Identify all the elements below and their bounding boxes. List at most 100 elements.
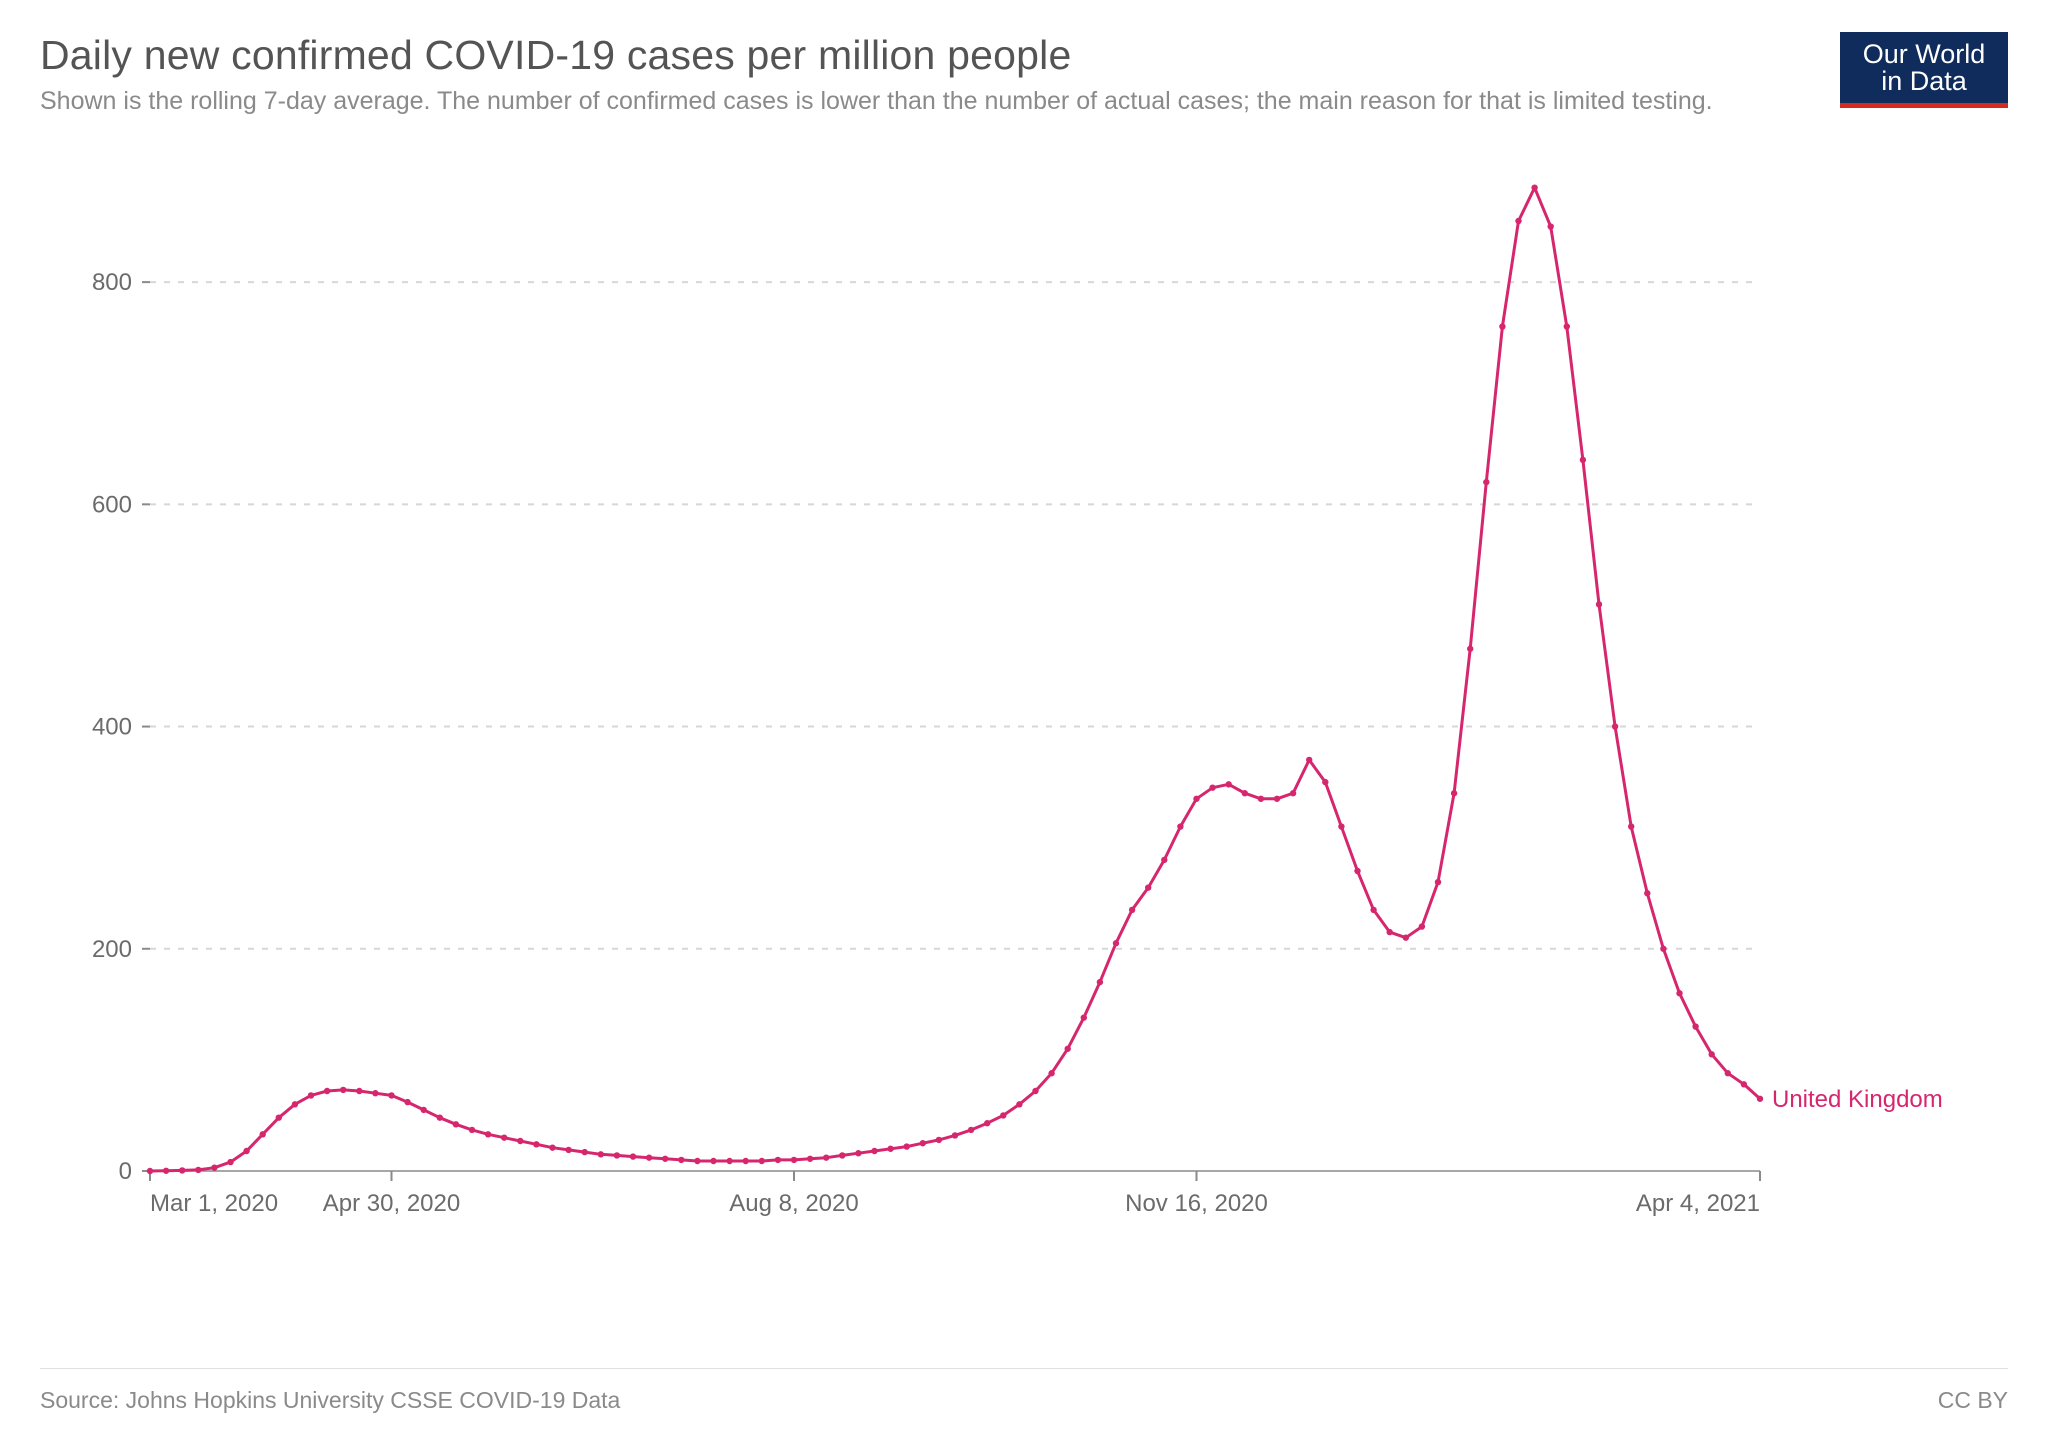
y-tick-label: 400 — [92, 713, 132, 740]
owid-logo: Our World in Data — [1840, 32, 2008, 108]
series-marker — [1161, 856, 1167, 862]
series-marker — [485, 1131, 491, 1137]
series-marker — [453, 1121, 459, 1127]
series-marker — [356, 1088, 362, 1094]
series-marker — [1065, 1045, 1071, 1051]
series-marker — [469, 1126, 475, 1132]
series-marker — [1467, 645, 1473, 651]
series-marker — [1209, 784, 1215, 790]
series-marker — [1258, 795, 1264, 801]
series-marker — [1226, 781, 1232, 787]
series-marker — [1435, 879, 1441, 885]
chart-footer: Source: Johns Hopkins University CSSE CO… — [40, 1368, 2008, 1414]
series-marker — [195, 1166, 201, 1172]
series-marker — [1387, 929, 1393, 935]
series-marker — [1451, 790, 1457, 796]
series-marker — [887, 1145, 893, 1151]
series-marker — [1548, 223, 1554, 229]
series-marker — [1000, 1112, 1006, 1118]
chart-subtitle: Shown is the rolling 7-day average. The … — [40, 85, 1800, 119]
series-marker — [1515, 218, 1521, 224]
series-marker — [791, 1156, 797, 1162]
series-marker — [904, 1143, 910, 1149]
series-marker — [1338, 823, 1344, 829]
series-marker — [533, 1141, 539, 1147]
series-marker — [1725, 1070, 1731, 1076]
series-marker — [163, 1167, 169, 1173]
series-line — [150, 187, 1760, 1170]
series-marker — [421, 1106, 427, 1112]
series-marker — [324, 1088, 330, 1094]
series-marker — [1242, 790, 1248, 796]
series-marker — [952, 1132, 958, 1138]
series-marker — [227, 1159, 233, 1165]
series-marker — [662, 1155, 668, 1161]
series-marker — [260, 1131, 266, 1137]
series-marker — [582, 1149, 588, 1155]
series-marker — [984, 1120, 990, 1126]
series-marker — [292, 1101, 298, 1107]
series-marker — [1306, 756, 1312, 762]
series-marker — [1032, 1088, 1038, 1094]
series-marker — [1177, 823, 1183, 829]
logo-line1: Our World — [1863, 41, 1986, 68]
series-marker — [1419, 923, 1425, 929]
series-marker — [1274, 795, 1280, 801]
x-tick-label: Nov 16, 2020 — [1125, 1190, 1268, 1217]
series-marker — [1580, 456, 1586, 462]
y-tick-label: 0 — [119, 1158, 132, 1185]
y-tick-label: 800 — [92, 269, 132, 296]
series-marker — [1741, 1081, 1747, 1087]
x-tick-label: Apr 4, 2021 — [1636, 1190, 1760, 1217]
series-marker — [1483, 479, 1489, 485]
series-marker — [437, 1114, 443, 1120]
series-marker — [1531, 184, 1537, 190]
series-marker — [743, 1158, 749, 1164]
x-tick-label: Apr 30, 2020 — [323, 1190, 460, 1217]
series-marker — [1499, 323, 1505, 329]
x-tick-label: Mar 1, 2020 — [150, 1190, 278, 1217]
y-tick-label: 200 — [92, 936, 132, 963]
chart-title: Daily new confirmed COVID-19 cases per m… — [40, 32, 2008, 79]
series-marker — [678, 1156, 684, 1162]
series-marker — [1628, 823, 1634, 829]
series-marker — [1370, 906, 1376, 912]
series-marker — [501, 1134, 507, 1140]
series-marker — [759, 1158, 765, 1164]
series-marker — [565, 1146, 571, 1152]
series-marker — [936, 1136, 942, 1142]
series-marker — [920, 1140, 926, 1146]
series-marker — [968, 1126, 974, 1132]
series-marker — [1145, 884, 1151, 890]
series-marker — [1113, 940, 1119, 946]
logo-line2: in Data — [1881, 68, 1967, 95]
series-marker — [630, 1153, 636, 1159]
series-marker — [1692, 1023, 1698, 1029]
series-marker — [823, 1154, 829, 1160]
series-marker — [1564, 323, 1570, 329]
x-tick-label: Aug 8, 2020 — [729, 1190, 858, 1217]
series-marker — [340, 1086, 346, 1092]
line-chart-svg: 0200400600800Mar 1, 2020Apr 30, 2020Aug … — [40, 131, 2000, 1271]
series-marker — [372, 1090, 378, 1096]
series-marker — [211, 1164, 217, 1170]
series-marker — [276, 1114, 282, 1120]
series-marker — [1709, 1051, 1715, 1057]
series-marker — [404, 1099, 410, 1105]
chart-header: Daily new confirmed COVID-19 cases per m… — [40, 32, 2008, 119]
series-marker — [1757, 1095, 1763, 1101]
series-marker — [308, 1092, 314, 1098]
series-marker — [517, 1138, 523, 1144]
series-marker — [726, 1158, 732, 1164]
series-marker — [1676, 990, 1682, 996]
series-marker — [1354, 868, 1360, 874]
series-marker — [1612, 723, 1618, 729]
series-marker — [807, 1155, 813, 1161]
series-marker — [1403, 934, 1409, 940]
series-marker — [614, 1152, 620, 1158]
series-marker — [388, 1092, 394, 1098]
series-marker — [179, 1167, 185, 1173]
series-marker — [1644, 890, 1650, 896]
source-text: Source: Johns Hopkins University CSSE CO… — [40, 1387, 620, 1414]
series-marker — [694, 1158, 700, 1164]
